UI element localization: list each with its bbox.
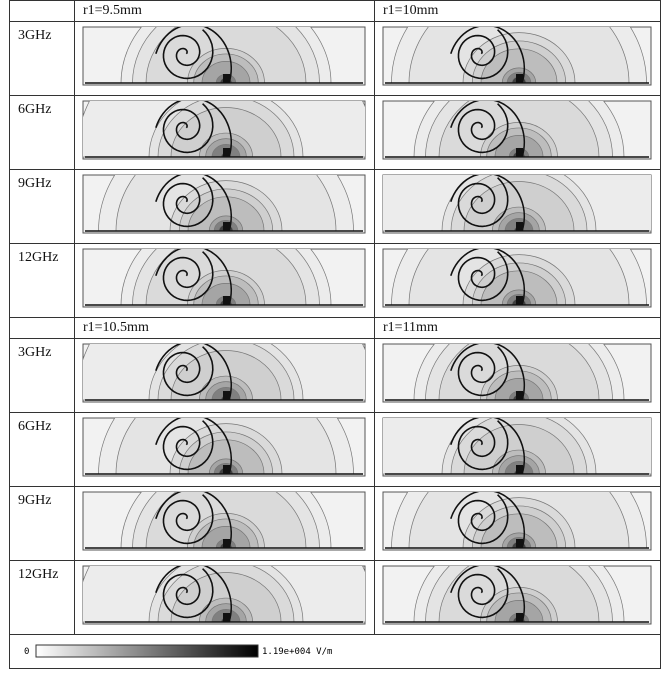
contours [414, 341, 624, 400]
feed [516, 465, 523, 474]
contours [414, 563, 624, 622]
column-header: r1=10mm [375, 1, 661, 22]
field-plot [379, 415, 659, 481]
plot-cell [375, 96, 661, 170]
contours [414, 98, 624, 157]
row-label: 9GHz [10, 487, 75, 561]
plot-cell [75, 22, 375, 96]
feed [516, 296, 523, 305]
plot-cell [75, 244, 375, 318]
field-plot [379, 563, 659, 629]
plot-cell [375, 244, 661, 318]
plot-cell [75, 96, 375, 170]
feed [223, 613, 230, 622]
field-plot [79, 98, 373, 164]
field-plot [79, 489, 373, 555]
plot-row: 9GHz [10, 487, 661, 561]
contours [79, 98, 373, 157]
plot-cell [75, 170, 375, 244]
feed [516, 148, 523, 157]
plot-row: 12GHz [10, 244, 661, 318]
feed [516, 391, 523, 400]
contours [392, 24, 647, 83]
plot-row: 3GHz [10, 339, 661, 413]
column-header: r1=11mm [375, 318, 661, 339]
feed [223, 148, 230, 157]
field-plot [379, 24, 659, 90]
contours [121, 24, 331, 83]
plot-cell [75, 561, 375, 635]
feed [516, 74, 523, 83]
column-header: r1=10.5mm [75, 318, 375, 339]
field-plot [379, 98, 659, 164]
plot-row: 9GHz [10, 170, 661, 244]
header-row: r1=10.5mmr1=11mm [10, 318, 661, 339]
plot-cell [375, 170, 661, 244]
feed [516, 222, 523, 231]
colorbar: 0 1.19e+004 V/m [10, 635, 410, 663]
row-label: 12GHz [10, 561, 75, 635]
colorbar-gradient [36, 645, 258, 657]
row-label: 6GHz [10, 413, 75, 487]
feed [516, 539, 523, 548]
row-label: 3GHz [10, 339, 75, 413]
field-plot [79, 24, 373, 90]
plot-cell [75, 487, 375, 561]
row-label: 12GHz [10, 244, 75, 318]
contours [79, 341, 373, 400]
column-header: r1=9.5mm [75, 1, 375, 22]
contours [121, 489, 331, 548]
colorbar-row: 0 1.19e+004 V/m [10, 635, 661, 669]
field-plot [379, 172, 659, 238]
field-plot [79, 246, 373, 312]
colorbar-min: 0 [24, 647, 29, 657]
contours [392, 489, 647, 548]
plot-row: 6GHz [10, 413, 661, 487]
row-label: 6GHz [10, 96, 75, 170]
contours [79, 563, 373, 622]
plot-row: 3GHz [10, 22, 661, 96]
feed [223, 465, 230, 474]
plot-cell [375, 487, 661, 561]
field-plot [379, 246, 659, 312]
feed [223, 391, 230, 400]
contours [99, 415, 354, 474]
field-plot [379, 489, 659, 555]
field-plot [379, 341, 659, 407]
row-label: 9GHz [10, 170, 75, 244]
corner-cell [10, 1, 75, 22]
corner-cell [10, 318, 75, 339]
contours [392, 246, 647, 305]
plot-cell [375, 561, 661, 635]
feed [223, 222, 230, 231]
feed [223, 296, 230, 305]
contours [379, 415, 659, 474]
field-plot [79, 172, 373, 238]
figure-table: r1=9.5mmr1=10mm3GHz6GHz9GHz12GHzr1=10.5m… [9, 0, 661, 669]
page: r1=9.5mmr1=10mm3GHz6GHz9GHz12GHzr1=10.5m… [0, 0, 666, 673]
contours [379, 172, 659, 231]
plot-cell [75, 413, 375, 487]
field-plot [79, 563, 373, 629]
field-plot [79, 341, 373, 407]
feed [223, 539, 230, 548]
colorbar-cell: 0 1.19e+004 V/m [10, 635, 661, 669]
plot-row: 12GHz [10, 561, 661, 635]
plot-cell [75, 339, 375, 413]
feed [223, 74, 230, 83]
colorbar-max: 1.19e+004 V/m [262, 647, 332, 657]
contours [99, 172, 354, 231]
plot-row: 6GHz [10, 96, 661, 170]
plot-cell [375, 339, 661, 413]
plot-cell [375, 22, 661, 96]
field-plot [79, 415, 373, 481]
plot-cell [375, 413, 661, 487]
feed [516, 613, 523, 622]
contours [121, 246, 331, 305]
row-label: 3GHz [10, 22, 75, 96]
